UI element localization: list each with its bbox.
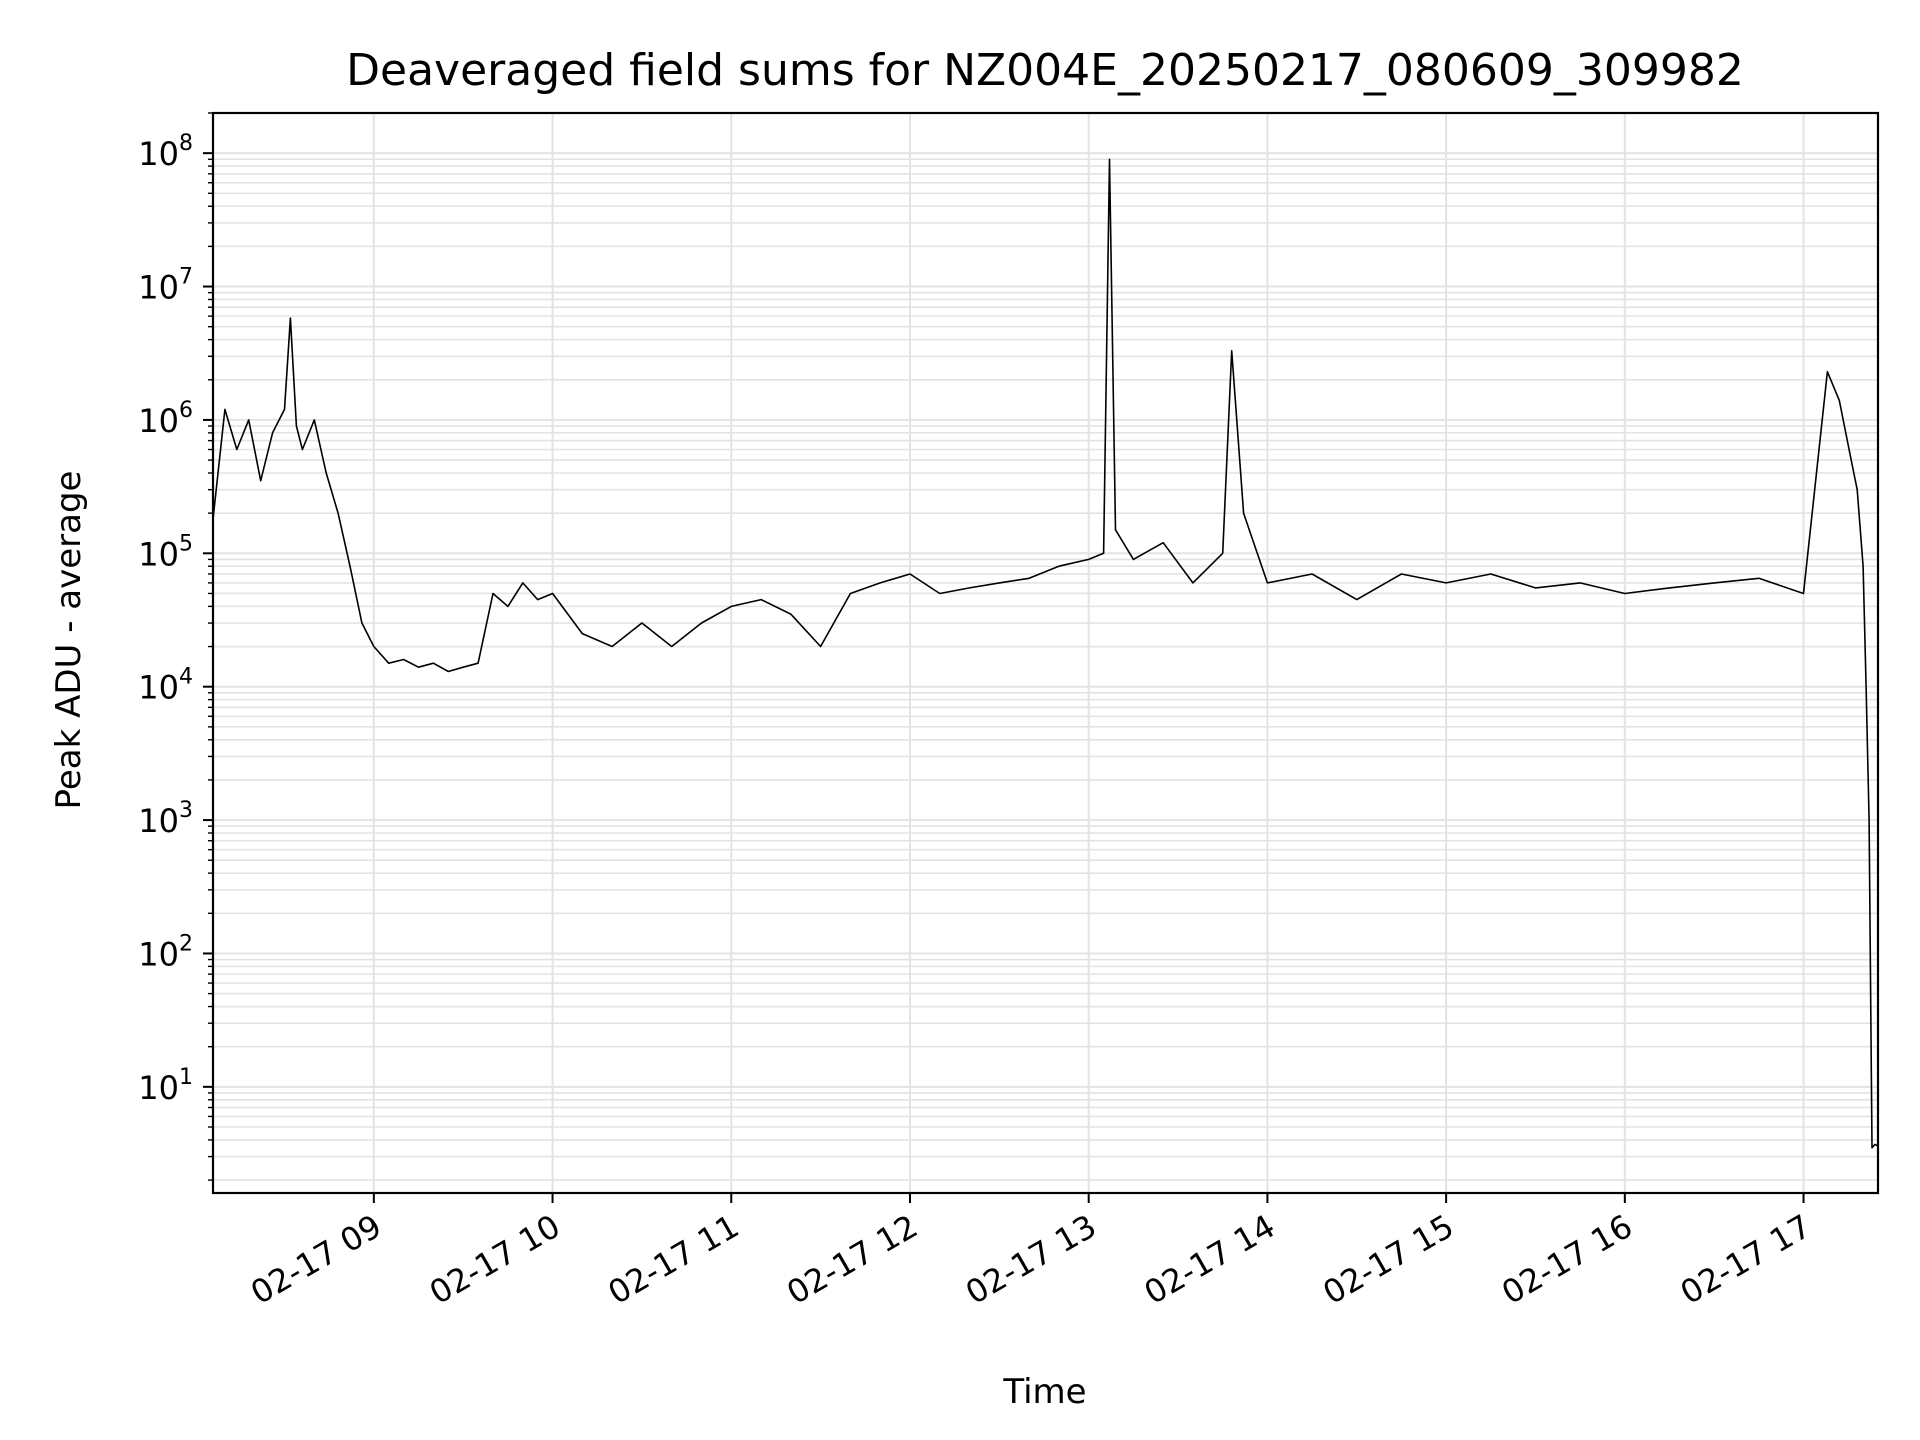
- chart-title: Deaveraged field sums for NZ004E_2025021…: [346, 45, 1744, 96]
- series-line: [212, 158, 1879, 1149]
- y-axis-label: Peak ADU - average: [49, 471, 89, 810]
- y-tick-label: 104: [138, 665, 193, 707]
- grid: [213, 112, 1878, 1193]
- y-tick-label: 108: [138, 131, 193, 173]
- y-tick-label: 106: [138, 398, 193, 440]
- y-axis: 101 102 103 104 105 106 107 108: [138, 112, 213, 1181]
- x-axis-label: Time: [1002, 1372, 1086, 1412]
- y-tick-label: 105: [138, 531, 193, 573]
- series-layer: [212, 158, 1879, 1149]
- y-tick-label: 107: [138, 265, 193, 307]
- plot-background: [213, 113, 1878, 1193]
- plot-frame: [211, 111, 1880, 1195]
- y-tick-label: 101: [138, 1065, 193, 1107]
- y-tick-label: 103: [138, 798, 193, 840]
- y-tick-label: 102: [138, 931, 193, 973]
